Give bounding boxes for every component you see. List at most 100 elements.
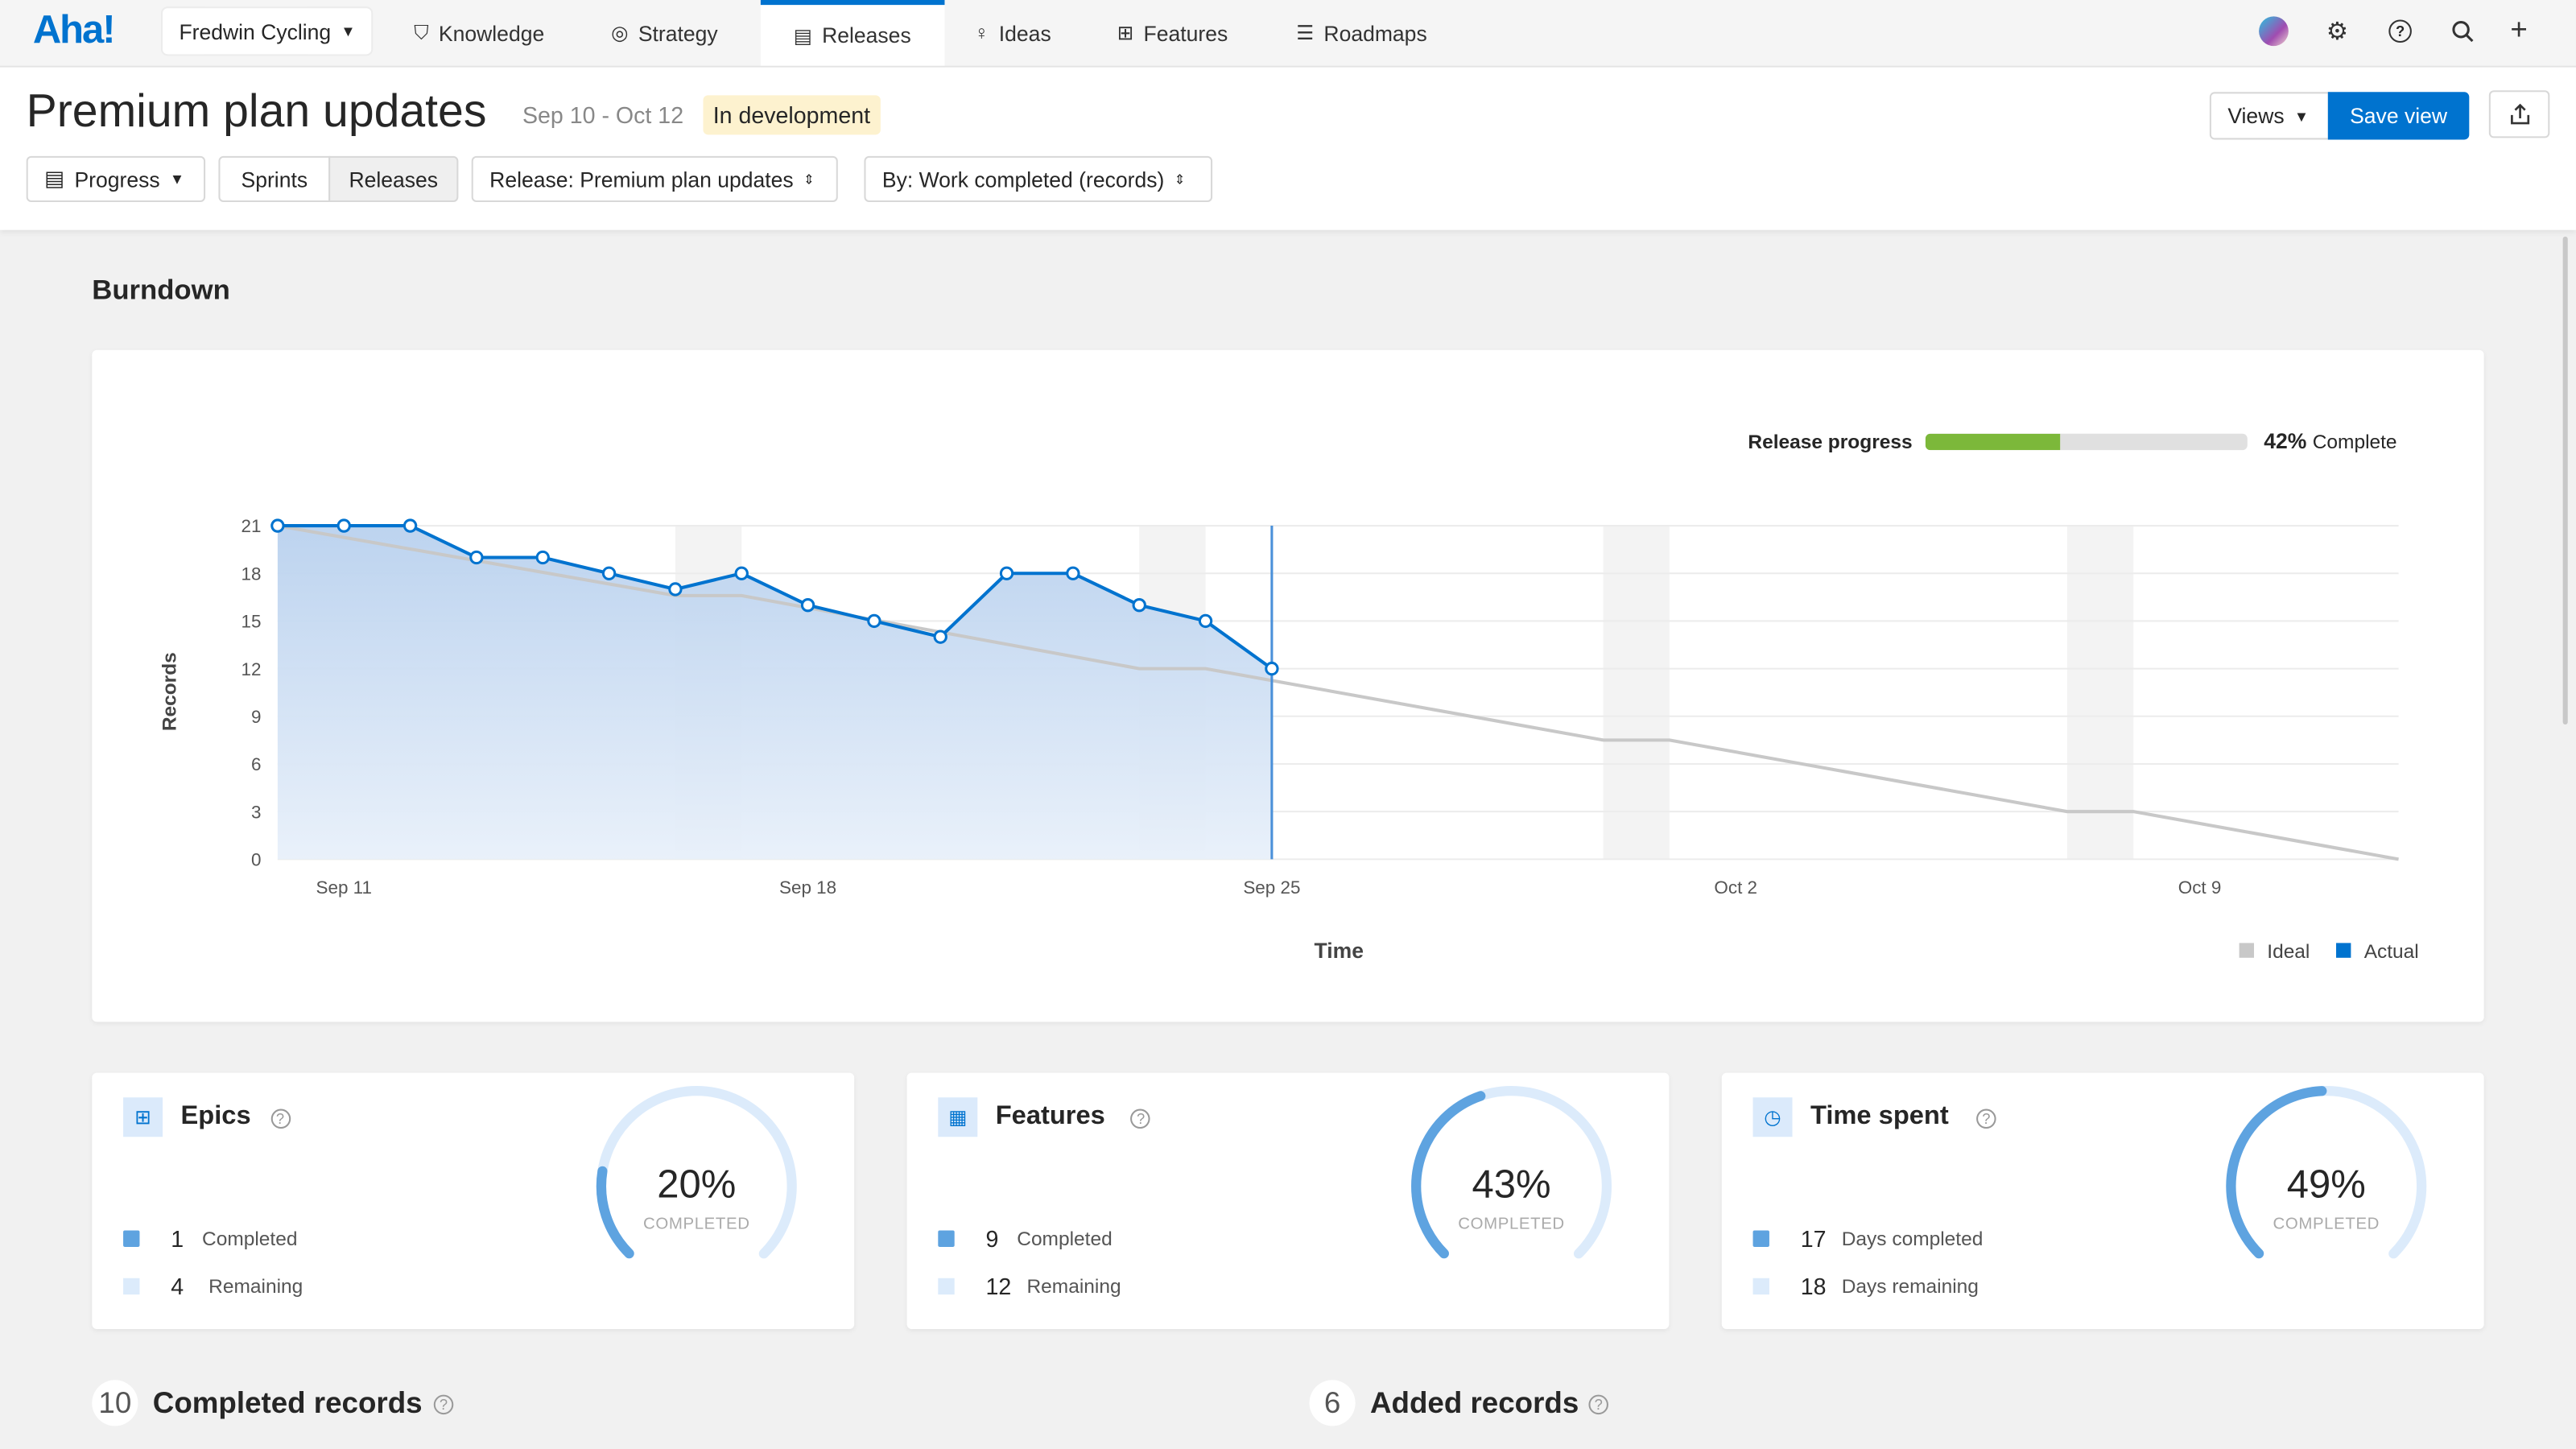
save-view-button[interactable]: Save view [2327, 92, 2470, 140]
calendar-icon: ▤ [793, 23, 812, 47]
search-icon[interactable] [2451, 19, 2475, 51]
y-axis-label: Records [159, 652, 180, 731]
completed-label: Completed [1017, 1227, 1113, 1251]
top-nav [0, 0, 2576, 68]
help-icon[interactable]: ? [1588, 1394, 1608, 1415]
gauge-percent: 49% [2286, 1162, 2366, 1208]
legend-actual[interactable]: Actual [2364, 941, 2419, 963]
actual-point [270, 518, 285, 533]
progress-percent: 42% [2264, 428, 2307, 454]
actual-point [336, 518, 351, 533]
release-progress-bar [1925, 433, 2248, 451]
features-icon: ▦ [938, 1097, 978, 1137]
caret-down-icon: ▼ [2293, 107, 2310, 125]
release-progress-value: 42% Complete [2264, 429, 2396, 454]
help-icon[interactable]: ? [433, 1394, 454, 1415]
nav-roadmaps[interactable]: ☰ Roadmaps [1296, 0, 1427, 66]
remaining-label: Days remaining [1841, 1274, 1979, 1298]
views-label: Views [2227, 103, 2285, 129]
knowledge-icon: ⛉ [414, 20, 429, 44]
actual-point [469, 550, 484, 565]
views-dropdown[interactable]: Views ▼ [2209, 92, 2330, 140]
gauge-label: COMPLETED [1458, 1216, 1565, 1234]
completed-swatch [938, 1230, 955, 1247]
remaining-swatch [1752, 1278, 1769, 1295]
gauge-percent: 43% [1472, 1162, 1551, 1208]
remaining-swatch [938, 1278, 955, 1295]
nav-label: Knowledge [438, 20, 545, 46]
release-select[interactable]: Release: Premium plan updates ⇕ [471, 155, 838, 203]
x-tick-label: Oct 9 [2178, 877, 2222, 898]
added-records-title: Added records [1370, 1386, 1579, 1420]
nav-label: Ideas [998, 20, 1051, 46]
remaining-label: Remaining [208, 1274, 303, 1298]
nav-features[interactable]: ⊞ Features [1117, 0, 1228, 66]
nav-label: Strategy [638, 20, 718, 46]
y-tick-label: 6 [251, 754, 261, 774]
release-progress-label: Release progress [1748, 430, 1913, 454]
by-select[interactable]: By: Work completed (records) ⇕ [864, 155, 1213, 203]
remaining-count: 12 [985, 1273, 1012, 1300]
scrollbar[interactable] [2562, 236, 2568, 724]
nav-label: Features [1143, 20, 1228, 46]
release-select-value: Release: Premium plan updates [489, 167, 794, 192]
gauge-label: COMPLETED [643, 1216, 750, 1234]
nav-releases[interactable]: ▤ Releases [760, 0, 944, 66]
actual-point [1265, 661, 1279, 676]
completed-count: 1 [171, 1225, 184, 1253]
nav-knowledge[interactable]: ⛉ Knowledge [414, 0, 544, 66]
actual-point [867, 613, 881, 629]
help-icon[interactable]: ? [1130, 1108, 1151, 1129]
x-tick-label: Sep 18 [779, 877, 836, 898]
remaining-count: 4 [171, 1273, 184, 1300]
gauge [1411, 1085, 1612, 1286]
release-dates: Sep 10 - Oct 12 [522, 101, 684, 129]
caret-down-icon: ▼ [341, 23, 356, 39]
gauge-fill [1411, 1085, 1612, 1286]
actual-area [277, 526, 1272, 860]
actual-point [1132, 598, 1146, 613]
roadmap-icon: ☰ [1296, 21, 1315, 45]
plus-icon[interactable]: + [2510, 13, 2528, 47]
stat-card-title: Time spent [1810, 1102, 1949, 1131]
grid-icon: ⊞ [1117, 21, 1134, 45]
aha-logo[interactable]: Aha! [32, 8, 116, 53]
x-tick-label: Oct 2 [1714, 877, 1757, 898]
nav-strategy[interactable]: ◎ Strategy [611, 0, 717, 66]
sort-arrows-icon: ⇕ [803, 171, 815, 187]
target-icon: ◎ [611, 21, 629, 45]
progress-dropdown[interactable]: ▤ Progress ▼ [26, 155, 206, 203]
gauge [2226, 1085, 2427, 1286]
completed-swatch [1752, 1230, 1769, 1247]
share-icon [2510, 103, 2529, 125]
ideal-line [277, 524, 2399, 861]
burndown-chart: 0 3 6 9 12 15 18 21 Sep 11 Sep 18 Sep 25 Oct 2 Oct 9… [159, 516, 2419, 963]
y-tick-label: 12 [242, 659, 262, 679]
epic-icon: ⊞ [123, 1097, 163, 1137]
help-icon[interactable]: ? [1976, 1108, 1996, 1129]
legend-ideal[interactable]: Ideal [2267, 941, 2310, 963]
releases-toggle[interactable]: Releases [328, 155, 459, 203]
actual-point [668, 582, 683, 597]
stat-card-title: Epics [180, 1102, 251, 1131]
avatar[interactable] [2259, 16, 2289, 47]
page-header [0, 67, 2576, 230]
y-tick-label: 18 [242, 564, 262, 584]
help-icon[interactable]: ? [270, 1108, 291, 1129]
share-button[interactable] [2488, 90, 2550, 138]
non-working-band [2066, 526, 2134, 860]
stat-card-epics [92, 1072, 855, 1330]
nav-ideas[interactable]: ♀ Ideas [974, 0, 1051, 66]
actual-point [601, 566, 617, 580]
legend-swatch-actual [2336, 943, 2351, 958]
completed-count: 10 [92, 1380, 138, 1426]
workspace-selector[interactable]: Fredwin Cycling ▼ [163, 8, 373, 55]
gear-icon[interactable]: ⚙ [2326, 18, 2349, 47]
gauge-fill [596, 1085, 797, 1286]
burndown-title: Burndown [92, 274, 230, 306]
status-badge[interactable]: In development [703, 95, 881, 135]
y-tick-label: 3 [251, 802, 261, 822]
help-icon[interactable]: ? [2388, 19, 2412, 43]
actual-point [933, 630, 947, 644]
